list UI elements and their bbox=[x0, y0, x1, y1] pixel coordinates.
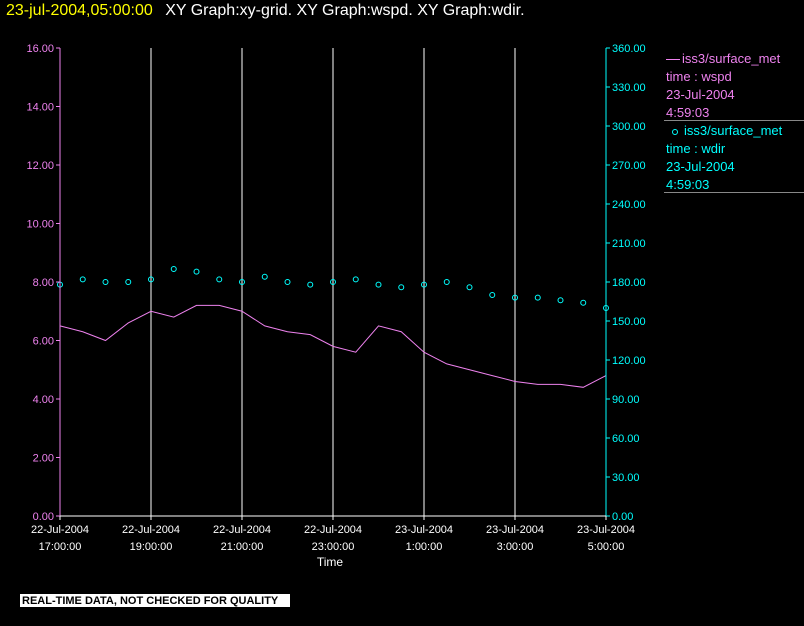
grid-lines bbox=[150, 48, 516, 516]
wdir-point bbox=[375, 281, 382, 288]
left-tick-label: 12.00 bbox=[26, 160, 54, 172]
wdir-point bbox=[421, 281, 427, 288]
x-tick-label-date: 23-Jul-2004 bbox=[395, 524, 453, 536]
left-tick-label: 8.00 bbox=[33, 277, 54, 289]
legend-wdir-name: iss3/surface_met bbox=[684, 123, 783, 138]
wspd-line bbox=[59, 304, 607, 388]
left-tick-label: 10.00 bbox=[26, 219, 54, 231]
wdir-point bbox=[148, 276, 154, 283]
x-tick-label-date: 22-Jul-2004 bbox=[31, 524, 89, 536]
left-tick-label: 2.00 bbox=[33, 453, 54, 465]
circle-marker-icon bbox=[672, 128, 678, 135]
left-tick-label: 16.00 bbox=[26, 43, 54, 55]
wdir-point bbox=[557, 297, 564, 304]
legend-wspd-name: iss3/surface_met bbox=[682, 51, 781, 66]
wdir-point bbox=[330, 279, 336, 285]
left-tick-label: 4.00 bbox=[33, 394, 54, 406]
wdir-point bbox=[307, 281, 314, 288]
legend-wdir-date: 23-Jul-2004 bbox=[666, 159, 735, 174]
axes bbox=[56, 47, 610, 520]
left-tick-label: 6.00 bbox=[33, 336, 54, 348]
right-tick-label: 120.00 bbox=[612, 355, 646, 367]
legend-wspd: iss3/surface_met time : wspd 23-Jul-2004… bbox=[666, 50, 780, 122]
wdir-point bbox=[443, 279, 450, 285]
x-axis-label: Time bbox=[317, 555, 344, 569]
right-tick-label: 360.00 bbox=[612, 43, 646, 55]
wdir-point bbox=[79, 276, 86, 283]
x-tick-label-time: 21:00:00 bbox=[221, 541, 264, 553]
right-tick-label: 180.00 bbox=[612, 277, 646, 289]
wdir-series bbox=[57, 266, 609, 311]
wdir-point bbox=[534, 294, 541, 301]
x-tick-label-date: 23-Jul-2004 bbox=[577, 524, 635, 536]
header-time: 23-jul-2004,05:00:00 bbox=[6, 2, 153, 19]
x-tick-label-time: 1:00:00 bbox=[406, 541, 443, 553]
right-tick-label: 0.00 bbox=[612, 511, 633, 523]
legend-wspd-field: time : wspd bbox=[666, 69, 732, 84]
right-tick-label: 90.00 bbox=[612, 394, 640, 406]
line-symbol-icon bbox=[666, 59, 680, 61]
right-tick-label: 60.00 bbox=[612, 433, 640, 445]
legend-separator bbox=[664, 192, 804, 193]
wdir-point bbox=[261, 273, 268, 280]
x-tick-label-time: 23:00:00 bbox=[312, 541, 355, 553]
legend-wspd-date: 23-Jul-2004 bbox=[666, 87, 735, 102]
x-tick-label-time: 17:00:00 bbox=[39, 541, 82, 553]
wdir-point bbox=[466, 284, 473, 291]
legend-wdir-field: time : wdir bbox=[666, 141, 726, 156]
graph-header: 23-jul-2004,05:00:00 XY Graph:xy-grid. X… bbox=[6, 2, 525, 20]
wdir-point bbox=[512, 294, 518, 301]
wdir-point bbox=[170, 266, 177, 272]
right-tick-label: 270.00 bbox=[612, 160, 646, 172]
wspd-series bbox=[59, 304, 607, 388]
wdir-point bbox=[580, 299, 587, 306]
wdir-point bbox=[239, 279, 245, 285]
wdir-point bbox=[193, 268, 200, 275]
right-tick-label: 330.00 bbox=[612, 82, 646, 94]
legend-wdir-time: 4:59:03 bbox=[666, 177, 710, 192]
x-tick-label-time: 3:00:00 bbox=[497, 541, 534, 553]
right-tick-label: 30.00 bbox=[612, 472, 640, 484]
right-tick-label: 210.00 bbox=[612, 238, 646, 250]
wdir-point bbox=[398, 284, 405, 291]
tick-labels: 0.00 2.00 4.00 6.00 8.00 10.00 12.00 14.00 16.00… bbox=[26, 43, 645, 553]
left-tick-label: 0.00 bbox=[33, 511, 54, 523]
wdir-point bbox=[489, 292, 496, 298]
wdir-point bbox=[216, 276, 223, 283]
x-tick-label-date: 22-Jul-2004 bbox=[122, 524, 180, 536]
x-tick-label-date: 23-Jul-2004 bbox=[486, 524, 544, 536]
right-tick-label: 240.00 bbox=[612, 199, 646, 211]
right-tick-label: 300.00 bbox=[612, 121, 646, 133]
right-tick-label: 150.00 bbox=[612, 316, 646, 328]
x-tick-label-date: 22-Jul-2004 bbox=[213, 524, 271, 536]
wdir-point bbox=[284, 279, 291, 285]
legend-separator bbox=[664, 120, 804, 121]
wdir-point bbox=[102, 279, 109, 285]
wdir-point bbox=[125, 279, 132, 285]
legend-wspd-time: 4:59:03 bbox=[666, 105, 710, 120]
header-graph-list: XY Graph:xy-grid. XY Graph:wspd. XY Grap… bbox=[165, 2, 525, 19]
quality-disclaimer: REAL-TIME DATA, NOT CHECKED FOR QUALITY bbox=[20, 594, 291, 607]
x-tick-label-time: 19:00:00 bbox=[130, 541, 173, 553]
left-tick-label: 14.00 bbox=[26, 102, 54, 114]
x-tick-label-time: 5:00:00 bbox=[588, 541, 625, 553]
wdir-point bbox=[352, 276, 359, 283]
x-tick-label-date: 22-Jul-2004 bbox=[304, 524, 362, 536]
legend-wdir: iss3/surface_met time : wdir 23-Jul-2004… bbox=[666, 122, 782, 194]
